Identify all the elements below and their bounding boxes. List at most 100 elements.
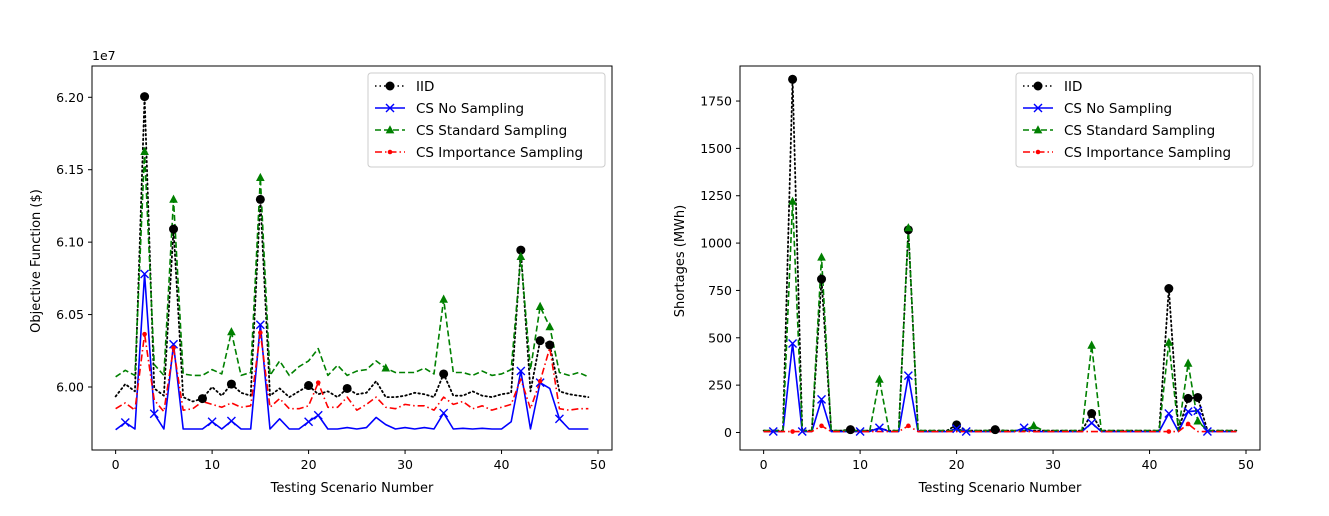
y-tick-label: 250 bbox=[708, 378, 732, 393]
x-axis-label: Testing Scenario Number bbox=[270, 481, 434, 496]
data-point bbox=[545, 322, 555, 331]
y-tick-label: 1250 bbox=[700, 188, 732, 203]
y-tick-label: 1500 bbox=[700, 141, 732, 156]
data-point bbox=[171, 345, 176, 351]
x-tick-label: 0 bbox=[760, 457, 768, 472]
y-tick-label: 6.20 bbox=[56, 90, 84, 105]
y-offset-label: 1e7 bbox=[92, 48, 116, 63]
legend-box bbox=[1015, 72, 1254, 168]
data-point bbox=[1193, 416, 1203, 425]
x-tick-label: 20 bbox=[949, 457, 965, 472]
axes-frame bbox=[739, 65, 1261, 451]
data-point bbox=[1185, 421, 1191, 427]
series-line-4 bbox=[763, 423, 1237, 433]
data-point bbox=[169, 339, 179, 349]
legend-marker bbox=[385, 103, 395, 113]
data-point bbox=[788, 196, 797, 205]
data-point bbox=[258, 330, 263, 335]
data-point bbox=[1019, 423, 1029, 433]
legend-entry: CS Importance Sampling bbox=[375, 145, 583, 161]
x-tick-label: 0 bbox=[112, 457, 120, 472]
data-point bbox=[516, 366, 526, 376]
legend-marker bbox=[1033, 125, 1043, 134]
y-tick-label: 6.10 bbox=[56, 235, 84, 250]
legend-label: CS Standard Sampling bbox=[1064, 123, 1215, 139]
data-point bbox=[226, 379, 236, 389]
legend-box bbox=[367, 72, 606, 168]
legend-entry: CS No Sampling bbox=[375, 101, 524, 117]
data-point bbox=[788, 338, 798, 348]
data-point bbox=[1029, 421, 1039, 430]
data-point bbox=[537, 378, 543, 384]
legend-label: CS Importance Sampling bbox=[1064, 145, 1231, 161]
data-point bbox=[906, 423, 911, 429]
data-point bbox=[817, 274, 827, 284]
x-tick-label: 40 bbox=[1142, 457, 1158, 472]
data-point bbox=[1183, 407, 1193, 417]
data-point bbox=[952, 424, 962, 434]
data-point bbox=[439, 408, 449, 418]
series-line-1 bbox=[114, 95, 590, 403]
series-line-3 bbox=[115, 150, 589, 378]
data-point bbox=[169, 194, 178, 203]
data-point bbox=[788, 74, 798, 84]
legend-marker bbox=[1033, 103, 1043, 113]
data-point bbox=[990, 425, 1000, 435]
y-tick-label: 1000 bbox=[700, 236, 732, 251]
data-point bbox=[207, 417, 217, 427]
data-point bbox=[874, 423, 884, 433]
data-point bbox=[554, 414, 564, 424]
y-tick-label: 6.05 bbox=[56, 307, 84, 322]
data-point bbox=[817, 394, 827, 404]
legend-label: IID bbox=[416, 79, 434, 95]
data-point bbox=[197, 394, 207, 404]
legend-label: CS Importance Sampling bbox=[416, 145, 583, 161]
data-point bbox=[1164, 284, 1174, 294]
data-point bbox=[149, 409, 159, 419]
x-tick-label: 10 bbox=[204, 457, 220, 472]
x-tick-label: 40 bbox=[494, 457, 510, 472]
chart-1: 0 10 20 30 40 50 6.00 6.05 6.10 6.15 6.20 Testing S… bbox=[29, 48, 613, 496]
x-tick-label: 10 bbox=[852, 457, 868, 472]
series-group bbox=[114, 92, 590, 431]
x-axis-label: Testing Scenario Number bbox=[918, 481, 1082, 496]
data-point bbox=[256, 172, 265, 182]
data-point bbox=[140, 146, 149, 155]
data-point bbox=[304, 381, 314, 391]
legend-marker bbox=[385, 81, 395, 91]
legend: IID CS No Sampling CS Standard Sampling CS … bbox=[367, 72, 606, 168]
legend-entry: CS Importance Sampling bbox=[1023, 145, 1231, 161]
data-point bbox=[516, 245, 526, 255]
data-point bbox=[439, 369, 449, 379]
legend-marker bbox=[1035, 149, 1041, 155]
x-tick-label: 30 bbox=[397, 457, 413, 472]
data-point bbox=[768, 427, 778, 437]
series-line-2 bbox=[115, 273, 589, 431]
series-group bbox=[762, 74, 1238, 437]
legend-label: CS Standard Sampling bbox=[416, 123, 567, 139]
data-point bbox=[315, 380, 321, 385]
data-point bbox=[381, 363, 391, 372]
legend-entry: CS Standard Sampling bbox=[375, 123, 567, 139]
legend-marker bbox=[387, 149, 393, 155]
data-point bbox=[1087, 409, 1097, 419]
data-point bbox=[535, 336, 545, 346]
legend-marker bbox=[1033, 81, 1043, 91]
data-point bbox=[1183, 393, 1193, 403]
data-point bbox=[227, 327, 236, 336]
data-point bbox=[1164, 409, 1174, 419]
legend-entry: CS Standard Sampling bbox=[1023, 123, 1215, 139]
data-point bbox=[304, 417, 314, 427]
axes-frame bbox=[91, 65, 613, 451]
x-tick-label: 30 bbox=[1045, 457, 1061, 472]
legend-marker bbox=[385, 125, 395, 134]
data-point bbox=[142, 331, 147, 337]
y-tick-label: 6.00 bbox=[56, 379, 84, 394]
data-point bbox=[855, 427, 865, 437]
data-point bbox=[961, 427, 971, 437]
data-point bbox=[1183, 358, 1193, 367]
data-point bbox=[1193, 406, 1203, 416]
legend-label: IID bbox=[1064, 79, 1082, 95]
data-point bbox=[226, 416, 236, 426]
